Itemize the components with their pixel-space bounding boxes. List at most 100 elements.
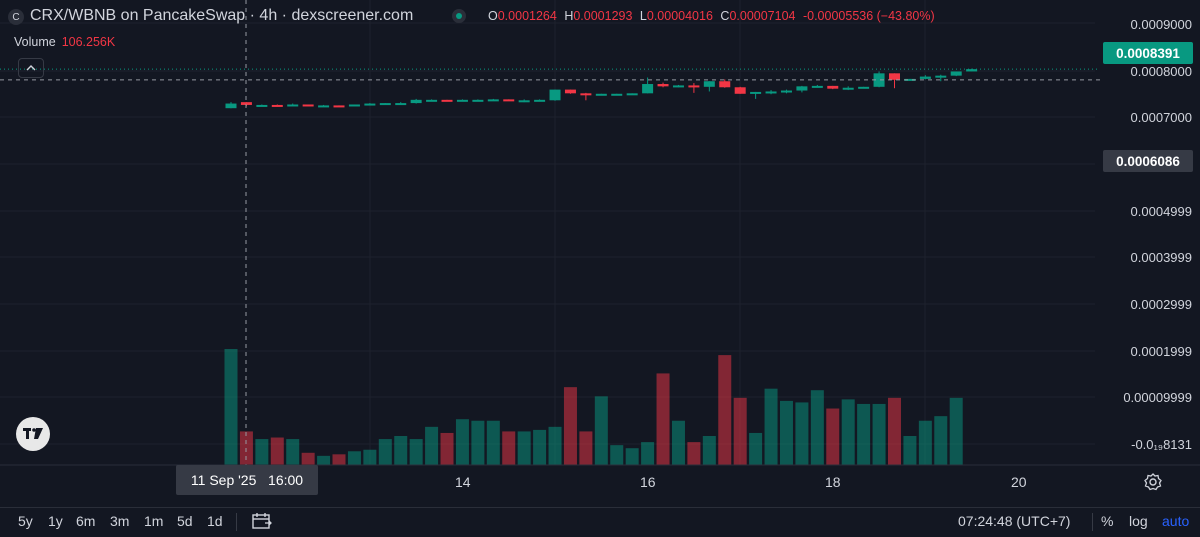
candle-body — [966, 69, 978, 72]
bottom-toolbar — [0, 507, 1200, 537]
candle-body — [580, 93, 592, 96]
y-tick-label: 0.0008000 — [1130, 64, 1192, 79]
volume-bar — [918, 420, 932, 465]
candle-body — [950, 71, 962, 76]
candle-body — [719, 81, 731, 88]
timeframe-3m-button[interactable]: 3m — [110, 513, 130, 529]
candle-body — [287, 104, 299, 107]
y-tick-label: 0.0003999 — [1130, 250, 1192, 265]
candle-body — [240, 102, 252, 105]
candle-body — [364, 103, 376, 106]
chevron-up-icon — [26, 65, 36, 71]
candle-body — [657, 84, 669, 87]
timeframe-1m-button[interactable]: 1m — [144, 513, 164, 529]
low-value: 0.00004016 — [646, 9, 713, 23]
high-value: 0.0001293 — [573, 9, 633, 23]
volume-bar — [517, 431, 531, 465]
volume-bar — [779, 400, 793, 465]
candle-body — [318, 105, 330, 108]
candle-body — [765, 91, 777, 94]
date-range-icon[interactable] — [251, 511, 273, 531]
volume-bar — [733, 397, 747, 465]
y-tick-label: 0.0004999 — [1130, 204, 1192, 219]
volume-bar — [317, 455, 331, 465]
candle-body — [904, 78, 916, 81]
collapse-legend-button[interactable] — [18, 58, 44, 78]
volume-bar — [270, 437, 284, 465]
candle-body — [456, 99, 468, 102]
candle-body — [595, 93, 607, 96]
volume-bar — [625, 448, 639, 465]
percent-scale-toggle[interactable]: % — [1101, 513, 1114, 529]
crosshair — [0, 0, 1200, 466]
candle-body — [426, 99, 438, 102]
ohlc-legend: O0.0001264 H0.0001293 L0.00004016 C0.000… — [488, 9, 939, 23]
volume-bar — [486, 420, 500, 465]
candle-body — [811, 85, 823, 88]
candle-body — [842, 87, 854, 90]
log-scale-toggle[interactable]: log — [1129, 513, 1148, 529]
last-price-tag: 0.0008391 — [1103, 42, 1193, 64]
timeframe-1d-button[interactable]: 1d — [207, 513, 223, 529]
chart-grid — [0, 0, 1095, 465]
volume-bar — [903, 436, 917, 465]
chart-title[interactable]: CRX/WBNB on PancakeSwap · 4h · dexscreen… — [30, 7, 414, 24]
volume-bar — [502, 431, 516, 465]
volume-bar — [841, 399, 855, 465]
candle-body — [549, 89, 561, 101]
volume-bar — [702, 436, 716, 465]
timeframe-5d-button[interactable]: 5d — [177, 513, 193, 529]
timezone-clock[interactable]: 07:24:48 (UTC+7) — [958, 513, 1071, 529]
candle-body — [919, 76, 931, 79]
price-chart[interactable] — [0, 0, 1200, 507]
symbol-logo: C — [8, 9, 24, 25]
toolbar-divider — [1092, 513, 1093, 531]
volume-bar — [641, 442, 655, 465]
candle-body — [626, 93, 638, 96]
candle-body — [873, 73, 885, 87]
timeframe-6m-button[interactable]: 6m — [76, 513, 96, 529]
volume-bar — [301, 452, 315, 465]
volume-bar — [378, 439, 392, 465]
volume-bar — [224, 349, 238, 465]
x-tick-label: 16 — [640, 474, 656, 490]
auto-scale-toggle[interactable]: auto — [1162, 513, 1190, 529]
volume-bar — [795, 402, 809, 465]
volume-bars — [224, 349, 963, 465]
volume-bar — [286, 439, 300, 465]
candle-body — [888, 73, 900, 80]
toolbar-divider — [236, 513, 237, 531]
volume-bar — [579, 431, 593, 465]
open-label: O — [488, 9, 498, 23]
volume-label: Volume — [14, 35, 56, 49]
volume-bar — [934, 416, 948, 465]
candle-body — [410, 99, 422, 104]
gear-icon[interactable] — [1143, 472, 1163, 492]
live-status-icon — [452, 9, 466, 23]
close-value: 0.00007104 — [729, 9, 796, 23]
x-tick-label: 18 — [825, 474, 841, 490]
timeframe-1y-button[interactable]: 1y — [48, 513, 63, 529]
candle-body — [379, 103, 391, 106]
volume-bar — [857, 403, 871, 465]
volume-bar — [471, 420, 485, 465]
volume-bar — [810, 390, 824, 465]
candle-body — [534, 99, 546, 102]
volume-bar — [533, 429, 547, 465]
volume-value: 106.256K — [61, 35, 116, 49]
x-tick-label: 20 — [1011, 474, 1027, 490]
timeframe-5y-button[interactable]: 5y — [18, 513, 33, 529]
volume-bar — [255, 439, 269, 465]
volume-bar — [455, 419, 469, 465]
y-tick-label: 0.0002999 — [1130, 297, 1192, 312]
candle-body — [503, 99, 515, 102]
tv-glyph — [23, 428, 43, 439]
candle-body — [487, 99, 499, 102]
y-tick-label: 0.0007000 — [1130, 110, 1192, 125]
candle-body — [796, 86, 808, 91]
volume-bar — [594, 396, 608, 465]
candle-body — [672, 85, 684, 88]
tradingview-logo-icon[interactable] — [16, 417, 50, 451]
candle-body — [302, 104, 314, 107]
high-label: H — [564, 9, 574, 23]
